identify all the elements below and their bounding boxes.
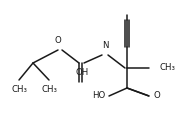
Text: CH₃: CH₃ (159, 64, 175, 72)
Text: N: N (102, 41, 108, 50)
Text: CH₃: CH₃ (42, 85, 58, 94)
Text: OH: OH (75, 68, 89, 77)
Text: O: O (55, 36, 61, 45)
Text: CH₃: CH₃ (11, 85, 27, 94)
Text: O: O (153, 92, 160, 100)
Text: HO: HO (92, 92, 105, 100)
